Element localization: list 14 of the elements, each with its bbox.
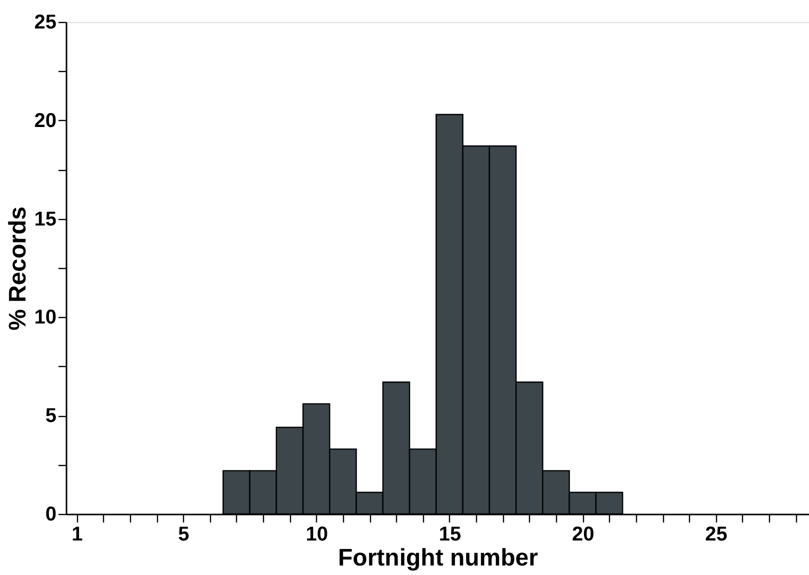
x-tick-label: 25 bbox=[705, 524, 728, 546]
y-tick-label: 0 bbox=[45, 504, 56, 526]
x-tick-label: 1 bbox=[72, 524, 83, 546]
y-tick-label: 20 bbox=[34, 110, 56, 132]
y-tick-label: 15 bbox=[34, 208, 56, 230]
y-tick-label: 10 bbox=[34, 306, 56, 329]
x-tick-label: 10 bbox=[306, 524, 328, 546]
x-tick-label: 15 bbox=[438, 524, 462, 546]
x-tick-label: 5 bbox=[178, 524, 190, 546]
x-tick-label: 20 bbox=[572, 524, 594, 546]
x-axis-title: Fortnight number bbox=[338, 544, 538, 572]
y-axis-title: % Records bbox=[4, 206, 32, 331]
y-tick-label: 25 bbox=[34, 12, 56, 34]
y-tick-label: 5 bbox=[45, 405, 56, 428]
